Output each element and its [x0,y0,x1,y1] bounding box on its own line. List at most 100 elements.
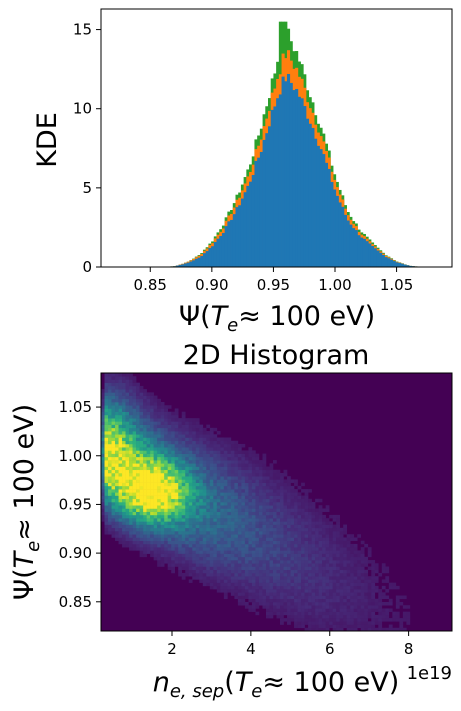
heatmap-cell [223,492,228,496]
heatmap-cell [122,479,126,483]
heatmap-cell [227,563,232,567]
heatmap-cell [251,489,256,493]
heatmap-cell [146,395,151,400]
heatmap-cell [213,505,218,509]
heatmap-cell [118,440,123,445]
heatmap-cell [188,537,193,541]
heatmap-cell [122,511,126,516]
heatmap-cell [202,492,207,496]
heatmap-cell [139,385,144,390]
heatmap-cell [129,537,133,541]
heatmap-cell [153,398,158,403]
heatmap-cell [171,472,176,477]
heatmap-cell [181,453,186,458]
heatmap-cell [216,543,221,548]
heatmap-cell [336,627,340,632]
heatmap-cell [244,508,249,512]
heatmap-cell [220,505,225,509]
heatmap-cell [108,424,112,429]
heatmap-cell [244,521,249,525]
heatmap-cell [213,514,218,519]
heatmap-cell [318,572,323,577]
heatmap-cell [262,489,267,493]
heatmap-cell [269,611,274,616]
heatmap-cell [287,485,291,490]
heatmap-cell [283,495,288,500]
heatmap-cell [167,405,172,409]
heatmap-cell [104,489,109,493]
heatmap-cell [136,443,140,448]
heatmap-cell [311,547,316,551]
heatmap-cell [283,540,288,545]
heatmap-cell [371,560,376,564]
heatmap-cell [111,437,116,442]
heatmap-cell [122,421,126,425]
heatmap-cell [308,605,312,609]
heatmap-cell [353,572,358,577]
heatmap-cell [318,498,323,503]
heatmap-cell [171,476,176,480]
heatmap-cell [150,553,154,558]
heatmap-cell [136,398,140,403]
heatmap-cell [143,402,147,406]
heatmap-cell [164,411,168,416]
heatmap-cell [115,482,119,487]
heatmap-cell [304,527,309,532]
heatmap-cell [353,576,358,580]
heatmap-cell [157,418,161,422]
heatmap-cell [181,447,186,451]
heatmap-cell [164,408,168,412]
heatmap-cell [139,502,144,506]
heatmap-cell [185,434,190,438]
heatmap-cell [258,582,263,587]
heatmap-cell [132,379,137,383]
heatmap-cell [118,476,123,480]
heatmap-cell [237,537,242,541]
heatmap-cell [181,521,186,525]
heatmap-cell [206,531,211,535]
heatmap-cell [234,482,239,487]
heatmap-cell [118,376,123,380]
heatmap-cell [108,405,112,409]
heatmap-cell [188,472,193,477]
heatmap-cell [216,518,221,522]
heatmap-cell [206,566,211,571]
heatmap-cell [122,482,126,487]
heatmap-cell [336,547,340,551]
heatmap-cell [122,495,126,500]
heatmap-cell [216,589,221,593]
heatmap-cell [111,456,116,461]
heatmap-cell [171,540,176,545]
heatmap-cell [213,531,218,535]
heatmap-cell [290,527,295,532]
heatmap-cell [185,556,190,561]
heatmap-cell [308,560,312,564]
heatmap-cell [251,498,256,503]
heatmap-cell [343,589,347,593]
heatmap-cell [174,408,179,412]
heatmap-cell [318,556,323,561]
hist-bar [202,253,207,267]
heatmap-cell [297,576,302,580]
heatmap-cell [255,550,260,554]
heatmap-cell [290,605,295,609]
heatmap-cell [132,411,137,416]
heatmap-cell [364,621,369,625]
heatmap-cell [255,466,260,471]
heatmap-cell [192,505,197,509]
heatmap-cell [178,550,183,554]
heatmap-cell [157,398,161,403]
heatmap-cell [304,563,309,567]
heatmap-cell [125,431,130,435]
heatmap-cell [213,427,218,432]
heatmap-cell [301,566,305,571]
heatmap-cell [248,460,253,464]
heatmap-cell [181,460,186,464]
heatmap-cell [311,576,316,580]
hist-bar [408,265,412,267]
heatmap-cell [146,440,151,445]
heatmap-cell [227,543,232,548]
heatmap-cell [311,511,316,516]
heatmap-cell [371,605,376,609]
x-tick-label: 0.90 [195,276,228,294]
